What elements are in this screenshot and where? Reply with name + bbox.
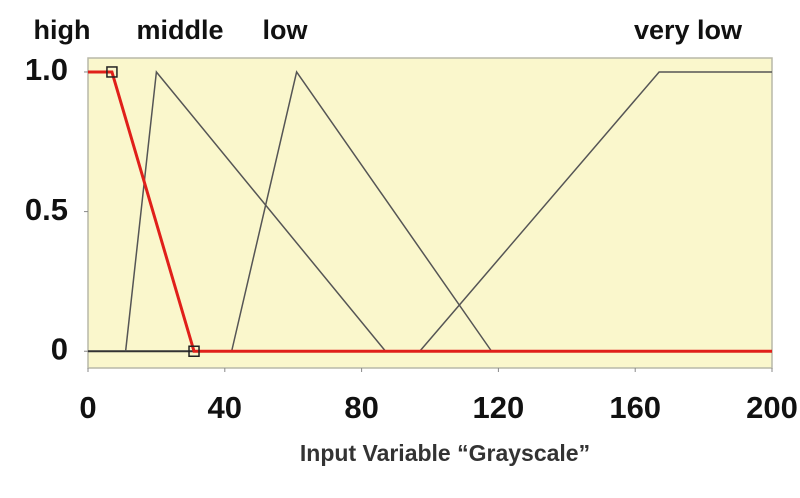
x-tick-label: 0 (79, 390, 96, 425)
marker (106, 66, 118, 78)
x-tick-label: 40 (208, 390, 242, 425)
x-tick-label: 120 (473, 390, 525, 425)
series-label: high (34, 15, 91, 45)
marker (188, 345, 200, 357)
series-line (230, 70, 493, 352)
y-tick-label: 0.5 (25, 192, 68, 227)
series-label: very low (634, 15, 743, 45)
y-tick-label: 1.0 (25, 52, 68, 87)
x-tick-label: 160 (609, 390, 661, 425)
x-axis-title: Input Variable “Grayscale” (300, 440, 590, 466)
series-label: middle (136, 15, 223, 45)
series-label: low (263, 15, 309, 45)
plot-area (87, 57, 773, 369)
series-line (88, 70, 772, 353)
y-tick-label: 0 (51, 331, 68, 366)
series-line (124, 70, 387, 352)
series-line (419, 71, 772, 352)
x-tick-label: 200 (746, 390, 798, 425)
x-tick-label: 80 (344, 390, 378, 425)
